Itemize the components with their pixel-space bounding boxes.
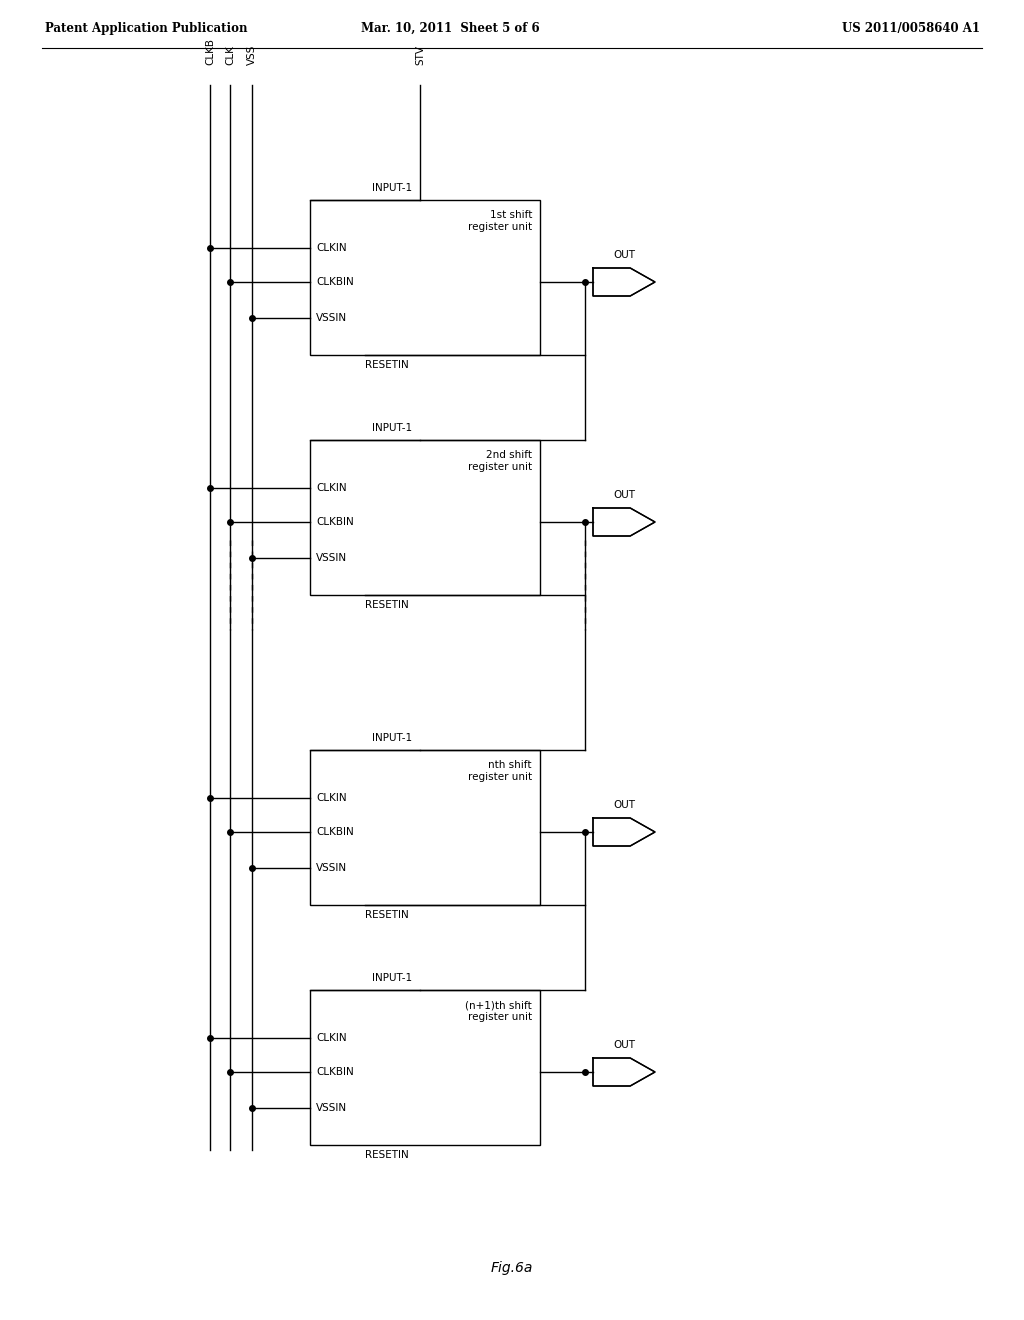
Text: STV: STV — [415, 45, 425, 65]
Text: Fig.6a: Fig.6a — [490, 1261, 534, 1275]
Text: Patent Application Publication: Patent Application Publication — [45, 22, 248, 36]
Text: 1st shift
register unit: 1st shift register unit — [468, 210, 532, 231]
Text: CLKBIN: CLKBIN — [316, 1067, 353, 1077]
Text: CLKIN: CLKIN — [316, 243, 347, 253]
Text: CLKIN: CLKIN — [316, 793, 347, 803]
Text: INPUT-1: INPUT-1 — [372, 422, 412, 433]
Text: INPUT-1: INPUT-1 — [372, 733, 412, 743]
Text: VSS: VSS — [247, 45, 257, 65]
Polygon shape — [593, 818, 655, 846]
Polygon shape — [593, 1059, 655, 1086]
Polygon shape — [593, 508, 655, 536]
Text: Mar. 10, 2011  Sheet 5 of 6: Mar. 10, 2011 Sheet 5 of 6 — [360, 22, 540, 36]
Text: VSSIN: VSSIN — [316, 1104, 347, 1113]
Text: OUT: OUT — [613, 249, 635, 260]
Text: OUT: OUT — [613, 800, 635, 810]
Bar — [310, 201, 540, 355]
Text: RESETIN: RESETIN — [365, 1150, 409, 1160]
Bar — [310, 440, 540, 595]
Text: INPUT-1: INPUT-1 — [372, 183, 412, 193]
Text: RESETIN: RESETIN — [365, 601, 409, 610]
Text: VSSIN: VSSIN — [316, 553, 347, 564]
Bar — [310, 990, 540, 1144]
Text: VSSIN: VSSIN — [316, 313, 347, 323]
Text: INPUT-1: INPUT-1 — [372, 973, 412, 983]
Text: VSSIN: VSSIN — [316, 863, 347, 873]
Polygon shape — [593, 268, 655, 296]
Text: OUT: OUT — [613, 490, 635, 500]
Text: 2nd shift
register unit: 2nd shift register unit — [468, 450, 532, 471]
Text: RESETIN: RESETIN — [365, 909, 409, 920]
Text: CLKIN: CLKIN — [316, 483, 347, 492]
Text: (n+1)th shift
register unit: (n+1)th shift register unit — [465, 1001, 532, 1022]
Text: US 2011/0058640 A1: US 2011/0058640 A1 — [842, 22, 980, 36]
Text: CLKBIN: CLKBIN — [316, 517, 353, 527]
Text: nth shift
register unit: nth shift register unit — [468, 760, 532, 781]
Text: CLK: CLK — [225, 45, 234, 65]
Text: RESETIN: RESETIN — [365, 360, 409, 370]
Text: CLKIN: CLKIN — [316, 1034, 347, 1043]
Text: CLKBIN: CLKBIN — [316, 828, 353, 837]
Text: CLKB: CLKB — [205, 38, 215, 65]
Text: OUT: OUT — [613, 1040, 635, 1049]
Text: CLKBIN: CLKBIN — [316, 277, 353, 286]
Bar — [310, 750, 540, 906]
